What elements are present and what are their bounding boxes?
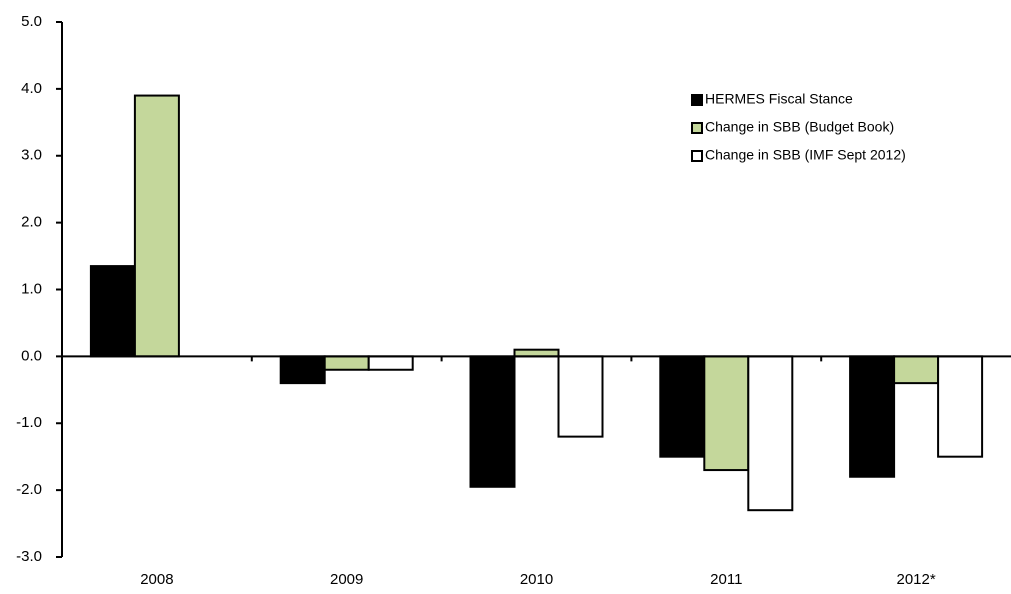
y-tick-label: -1.0 [16, 414, 42, 431]
legend-label: Change in SBB (Budget Book) [705, 119, 894, 135]
bar [279, 355, 326, 385]
bar [89, 265, 136, 358]
x-tick-label: 2009 [330, 571, 363, 588]
y-tick-label: 0.0 [21, 347, 42, 364]
bar [133, 94, 180, 358]
bar [849, 355, 896, 478]
bar [469, 355, 516, 488]
y-tick-label: 1.0 [21, 280, 42, 297]
legend-swatch [691, 94, 703, 106]
bar [557, 355, 604, 438]
bar [659, 355, 706, 458]
bar [513, 348, 560, 358]
legend-label: Change in SBB (IMF Sept 2012) [705, 147, 906, 163]
x-tick-label: 2011 [710, 571, 742, 588]
bar [893, 355, 940, 385]
legend-label: HERMES Fiscal Stance [705, 91, 853, 107]
legend-swatch [691, 150, 703, 162]
x-tick-label: 2012* [896, 571, 935, 588]
y-tick-label: 5.0 [21, 13, 42, 30]
bar [323, 355, 370, 371]
y-tick-label: 2.0 [21, 214, 42, 231]
x-tick-label: 2010 [520, 571, 553, 588]
bar [937, 355, 984, 458]
bar [703, 355, 750, 472]
y-tick-label: -3.0 [16, 548, 42, 565]
y-tick-label: 3.0 [21, 147, 42, 164]
legend-swatch [691, 122, 703, 134]
bar [367, 355, 414, 371]
x-tick-label: 2008 [140, 571, 173, 588]
y-tick-label: -2.0 [16, 481, 42, 498]
y-tick-label: 4.0 [21, 80, 42, 97]
bar [747, 355, 794, 512]
